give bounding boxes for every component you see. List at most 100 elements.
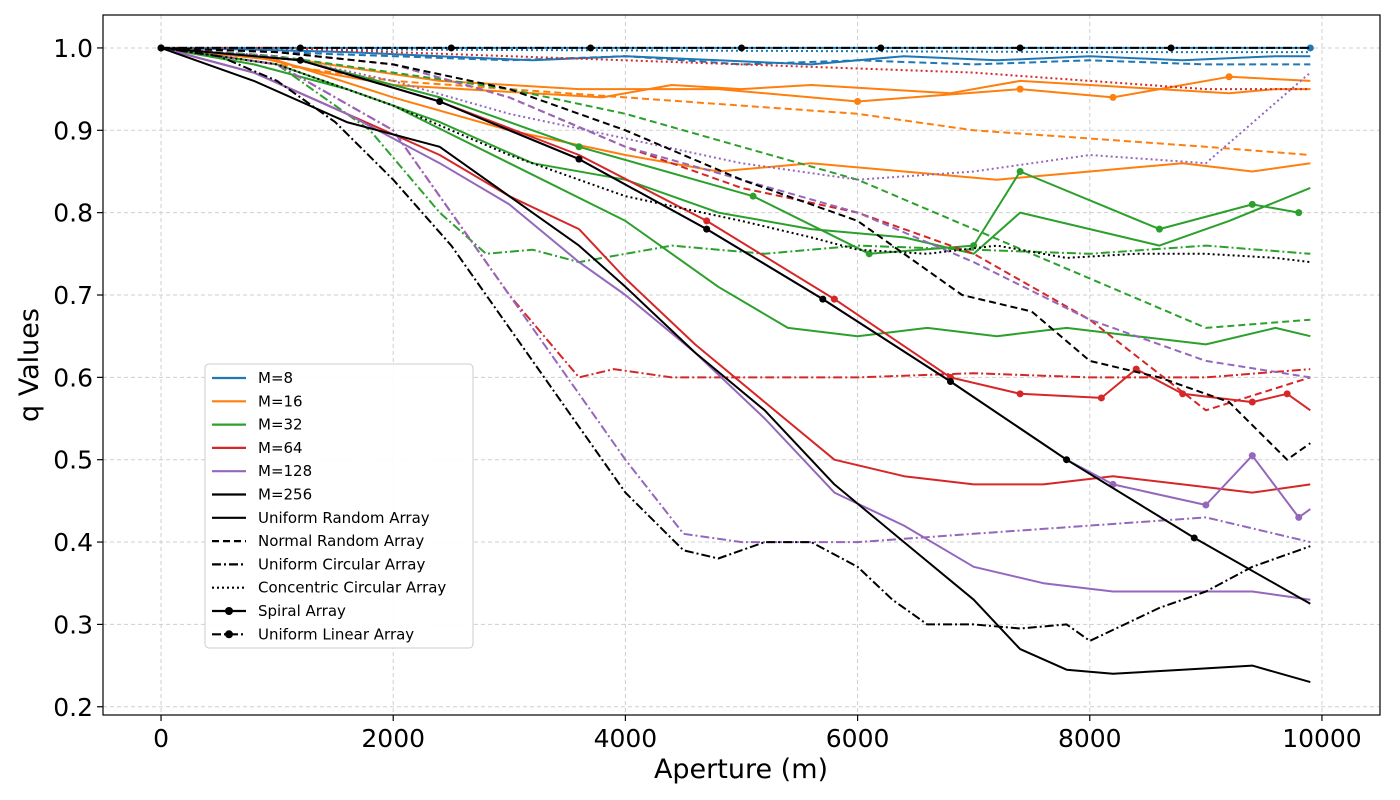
legend-label: Spiral Array <box>258 602 346 620</box>
series-line <box>161 46 1311 91</box>
legend-label: Uniform Circular Array <box>258 555 425 573</box>
series-marker <box>1190 534 1198 542</box>
series-marker <box>1063 456 1071 464</box>
legend-label: Normal Random Array <box>258 532 424 550</box>
series-0 <box>160 46 1311 66</box>
series-1 <box>160 46 1311 66</box>
series-21 <box>160 46 1311 181</box>
series-line <box>160 46 1311 66</box>
y-tick-label: 0.7 <box>53 281 93 310</box>
series-line <box>160 46 1311 494</box>
y-tick-label: 0.9 <box>53 116 93 145</box>
series-marker <box>703 217 711 225</box>
x-tick-label: 0 <box>153 724 169 753</box>
series-line <box>160 46 1311 605</box>
series-14 <box>160 46 1311 412</box>
y-tick-label: 0.6 <box>53 363 93 392</box>
series-line <box>160 46 1311 264</box>
y-tick-label: 1.0 <box>53 34 93 63</box>
plot-frame <box>102 14 1381 716</box>
series-line <box>160 46 1311 181</box>
x-tick-label: 6000 <box>826 724 890 753</box>
legend-label: M=64 <box>258 439 303 457</box>
series-marker <box>1016 85 1024 93</box>
series-marker <box>830 295 838 303</box>
series-marker <box>1248 452 1256 460</box>
x-tick-label: 10000 <box>1282 724 1362 753</box>
y-tick-label: 0.8 <box>53 199 93 228</box>
series-line <box>160 46 1311 329</box>
series-marker <box>1167 44 1175 52</box>
series-12 <box>160 46 1303 258</box>
series-13 <box>160 46 1311 494</box>
series-line <box>160 46 1311 181</box>
series-marker <box>819 295 827 303</box>
series-line <box>160 46 1311 346</box>
series-marker <box>1016 44 1024 52</box>
y-tick-label: 0.3 <box>53 610 93 639</box>
series-marker <box>1283 390 1291 398</box>
legend-label: M=128 <box>258 462 312 480</box>
x-tick-label: 8000 <box>1058 724 1122 753</box>
series-25 <box>160 46 1311 642</box>
series-marker <box>946 377 954 385</box>
series-marker <box>1248 398 1256 406</box>
series-marker <box>1248 200 1256 208</box>
legend-marker <box>225 607 233 615</box>
series-line <box>160 46 1311 461</box>
series-marker <box>1295 209 1303 217</box>
series-20 <box>160 46 1311 544</box>
series-marker <box>865 250 873 258</box>
legend-box <box>204 363 474 649</box>
series-16 <box>161 46 1311 91</box>
series-marker <box>447 44 455 52</box>
x-tick-label: 4000 <box>594 724 658 753</box>
legend-marker <box>225 630 233 639</box>
series-marker <box>587 44 595 52</box>
series-marker <box>1155 225 1163 233</box>
legend-label: Concentric Circular Array <box>258 579 446 597</box>
series-5 <box>160 46 1311 156</box>
series-marker <box>1202 501 1210 509</box>
series-layer <box>157 44 1314 684</box>
legend-label: M=8 <box>258 369 293 387</box>
legend-label: M=16 <box>258 392 303 410</box>
series-6 <box>160 46 1311 181</box>
series-marker <box>1016 167 1024 175</box>
series-line <box>160 46 1311 642</box>
y-axis-title: q Values <box>14 308 45 422</box>
series-marker <box>296 44 304 52</box>
series-18 <box>160 46 1311 601</box>
series-marker <box>703 225 711 233</box>
y-tick-label: 0.4 <box>53 528 93 557</box>
legend: M=8 M=16 M=32 M=64 M=128 M=256 Uniform Random … <box>204 363 474 649</box>
series-line <box>160 46 1311 156</box>
series-line <box>160 46 1311 66</box>
series-marker <box>749 192 757 200</box>
series-marker <box>1109 93 1117 101</box>
series-marker <box>1016 390 1024 398</box>
series-marker <box>436 97 444 105</box>
y-tick-label: 0.5 <box>53 446 93 475</box>
series-28 <box>157 44 1311 52</box>
series-26 <box>160 46 1311 264</box>
legend-label: Uniform Linear Array <box>258 625 414 643</box>
series-marker <box>575 155 583 163</box>
series-marker <box>1179 390 1187 398</box>
series-marker <box>296 56 304 64</box>
series-10 <box>160 46 1311 264</box>
series-marker <box>157 44 165 52</box>
series-marker <box>575 143 583 151</box>
series-marker <box>877 44 885 52</box>
series-marker <box>1097 394 1105 402</box>
series-11 <box>160 46 1311 346</box>
series-23 <box>160 46 1311 684</box>
series-line <box>160 46 1311 684</box>
series-marker <box>854 97 862 105</box>
series-marker <box>738 44 745 52</box>
x-tick-label: 2000 <box>361 724 425 753</box>
series-marker <box>1295 513 1303 521</box>
y-tick-label: 0.2 <box>53 693 93 722</box>
axis-ticks: 0 2000 4000 6000 8000 10000 0.2 0.3 0.4 0.5 0.6 0.7… <box>53 34 1361 753</box>
